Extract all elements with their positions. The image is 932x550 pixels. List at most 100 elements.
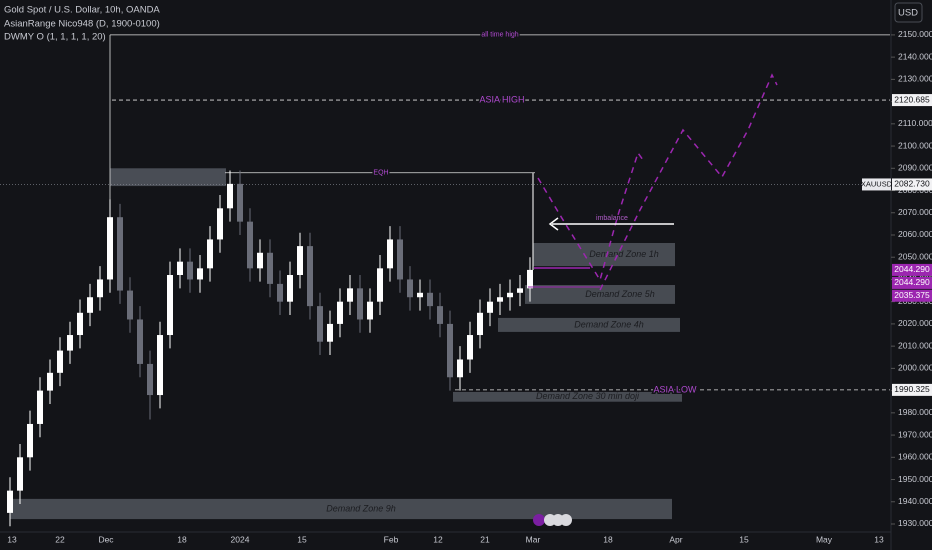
- zone: [525, 285, 675, 304]
- candle-body: [327, 323, 333, 342]
- x-tick-label: 15: [297, 534, 307, 544]
- x-tick-label: Mar: [526, 534, 541, 544]
- zone: [498, 317, 680, 332]
- y-tick-label: 1960.000: [898, 452, 932, 462]
- y-tick-label: 2060.000: [898, 229, 932, 239]
- y-tick-label: 2070.000: [898, 207, 932, 217]
- candle-body: [197, 268, 203, 280]
- price-tag: [892, 263, 932, 276]
- x-tick-label: Apr: [669, 534, 682, 544]
- candle-body: [187, 261, 193, 280]
- plot: Demand Zone 9h Demand Zone 4h Demand Zone …: [0, 30, 890, 527]
- candle-body: [357, 288, 363, 320]
- candle-body: [287, 275, 293, 302]
- level-label: ASIA HIGH: [479, 94, 524, 104]
- candle-body: [107, 217, 113, 280]
- y-tick-label: 2050.000: [898, 251, 932, 261]
- y-tick-label: 2010.000: [898, 340, 932, 350]
- x-tick-label: 2024: [231, 534, 250, 544]
- logo: [533, 514, 572, 526]
- level-label: all time high: [481, 32, 518, 39]
- candle-body: [417, 292, 423, 298]
- candle-body: [477, 312, 483, 336]
- price-tag: [892, 94, 932, 107]
- zone: [453, 391, 682, 402]
- candle-body: [447, 323, 453, 378]
- x-tick-label: Dec: [98, 534, 114, 544]
- price-tag-text: 2082.730: [894, 179, 930, 189]
- symbol-tag: [862, 178, 891, 191]
- currency-button[interactable]: [894, 2, 923, 23]
- candle-body: [217, 208, 223, 240]
- candle-body: [527, 269, 533, 289]
- candle-body: [507, 292, 513, 298]
- y-tick-label: 2150.000: [898, 29, 932, 39]
- y-tick-label: 2140.000: [898, 51, 932, 61]
- candle-body: [457, 359, 463, 378]
- x-tick-label: 22: [55, 534, 65, 544]
- price-tag-text: 1990.325: [894, 384, 930, 394]
- candle-body: [517, 288, 523, 293]
- candle-body: [47, 372, 53, 391]
- candle-body: [397, 239, 403, 280]
- x-tick-label: 13: [7, 534, 17, 544]
- candle-body: [497, 297, 503, 302]
- x-tick-label: May: [816, 534, 833, 544]
- currency[interactable]: USD: [898, 8, 918, 19]
- zone-label: Demand Zone 4h: [574, 319, 644, 329]
- candle-body: [177, 261, 183, 276]
- price-tag-text: 2044.290: [894, 277, 930, 287]
- price-tag: [892, 276, 932, 289]
- candle-body: [137, 319, 143, 364]
- candle-body: [297, 246, 303, 276]
- zone-label: Demand Zone 1h: [589, 249, 659, 259]
- zone-label: Demand Zone 30 min doji: [536, 391, 640, 401]
- candle-body: [407, 279, 413, 298]
- level-label: ASIA LOW: [653, 384, 697, 394]
- symbol: Gold Spot / U.S. Dollar, 10h, OANDA: [4, 5, 160, 16]
- x-tick-label: 21: [480, 534, 490, 544]
- candle-body: [27, 423, 33, 458]
- candle-body: [307, 246, 313, 307]
- y-tick-label: 1950.000: [898, 474, 932, 484]
- y-tick-label: 1940.000: [898, 496, 932, 506]
- indicator: DWMY O (1, 1, 1, 1, 20): [4, 32, 106, 43]
- candle-body: [377, 268, 383, 302]
- price-tag: [892, 178, 932, 191]
- box: [110, 168, 226, 187]
- y-tick-label: 1980.000: [898, 407, 932, 417]
- candle-body: [97, 279, 103, 298]
- candle-body: [57, 350, 63, 373]
- candle-body: [17, 457, 23, 491]
- y-tick-label: 2020.000: [898, 318, 932, 328]
- candle-body: [87, 297, 93, 313]
- candle-body: [277, 283, 283, 302]
- candle-body: [247, 221, 253, 269]
- y-tick-label: 2110.000: [898, 118, 932, 128]
- candle-body: [467, 335, 473, 360]
- projection: [537, 151, 644, 282]
- candle-body: [167, 275, 173, 336]
- projection: [599, 73, 778, 291]
- candle-body: [367, 301, 373, 320]
- candle-body: [227, 183, 233, 209]
- x-tick-label: 12: [433, 534, 443, 544]
- price-tag-text: 2120.685: [894, 94, 930, 104]
- candle-body: [127, 290, 133, 320]
- y-tick-label: 1970.000: [898, 429, 932, 439]
- y-tick-label: 2100.000: [898, 140, 932, 150]
- candle-body: [317, 306, 323, 342]
- candle-body: [157, 335, 163, 396]
- price-tag: [892, 383, 932, 396]
- price-tag-text: 2035.375: [894, 290, 930, 300]
- y-tick-label: 2090.000: [898, 163, 932, 173]
- candle-body: [37, 390, 43, 424]
- y-tick-label: 2130.000: [898, 74, 932, 84]
- candle-body: [337, 301, 343, 324]
- y-tick-label: 2000.000: [898, 363, 932, 373]
- candle-body: [237, 183, 243, 222]
- indicator: AsianRange Nico948 (D, 1900-0100): [4, 19, 160, 30]
- candle-body: [427, 292, 433, 307]
